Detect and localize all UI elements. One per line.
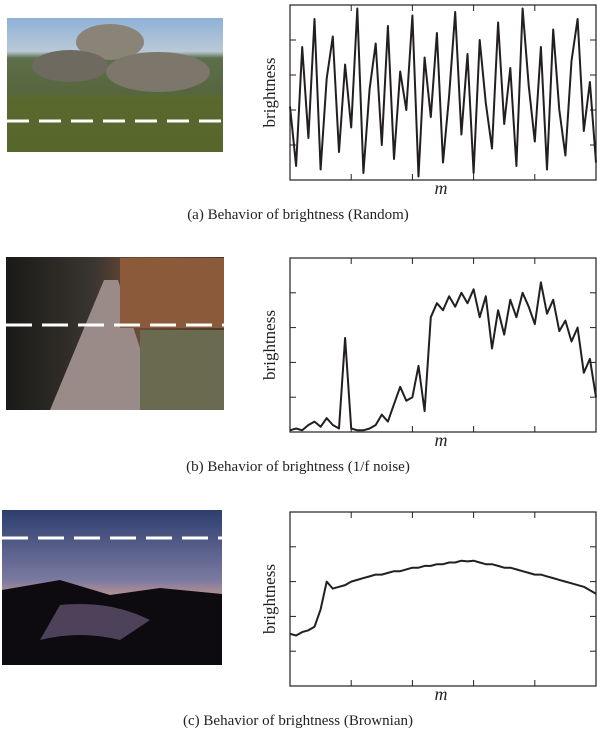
plot-frame xyxy=(290,512,596,686)
photo-b xyxy=(6,257,224,410)
caption: (a) Behavior of brightness (Random) xyxy=(187,207,409,223)
figure: brightness m (a) Behavior of brightness (R… xyxy=(0,0,597,738)
data-line xyxy=(290,561,596,636)
y-axis-label: brightness xyxy=(260,58,279,128)
caption: (c) Behavior of brightness (Brownian) xyxy=(183,713,413,729)
x-axis-label: m xyxy=(435,178,448,198)
photo-c xyxy=(2,510,222,665)
x-axis-label: m xyxy=(435,684,448,704)
y-axis-label: brightness xyxy=(260,564,279,634)
data-line xyxy=(290,9,596,177)
x-axis-label: m xyxy=(435,430,448,450)
plot-frame xyxy=(290,258,596,432)
y-axis-label: brightness xyxy=(260,310,279,380)
caption: (b) Behavior of brightness (1/f noise) xyxy=(186,459,410,475)
photo-a xyxy=(7,18,223,152)
data-line xyxy=(290,282,596,430)
